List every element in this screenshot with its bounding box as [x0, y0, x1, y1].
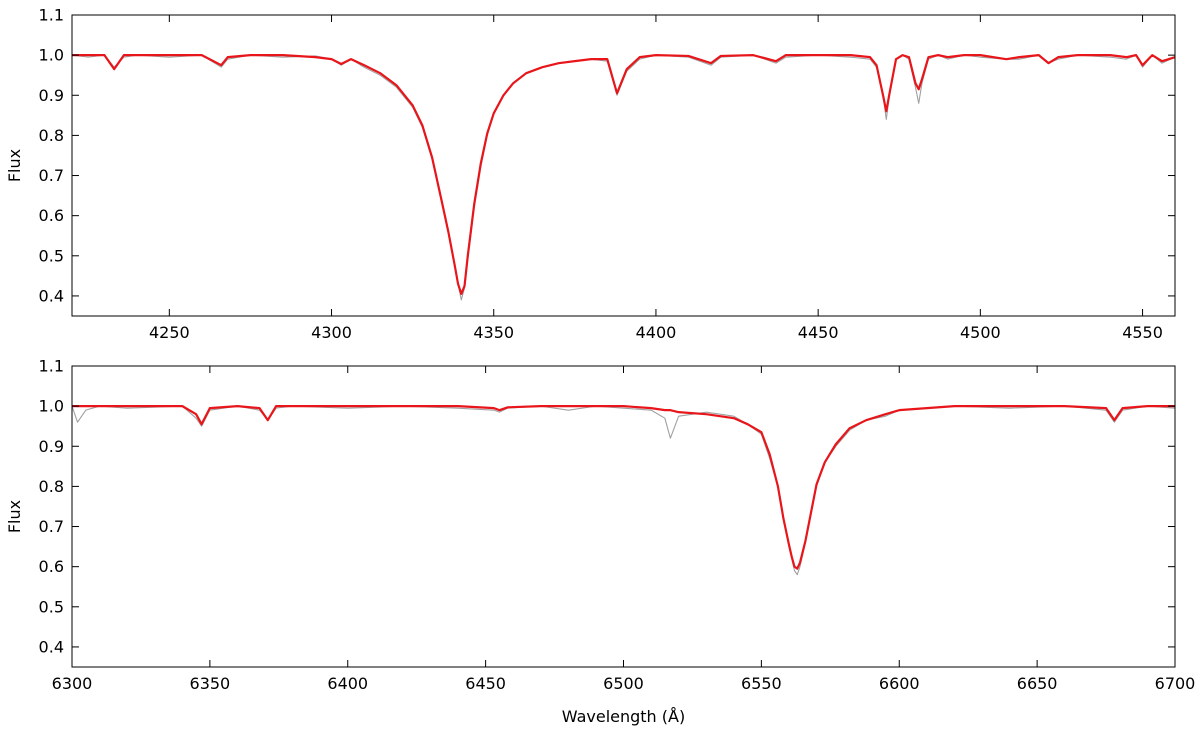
plot-frame: [71, 14, 1176, 317]
x-tick-label: 4400: [636, 323, 677, 342]
x-tick-label: 6400: [327, 674, 368, 693]
x-tick-label: 6350: [190, 674, 231, 693]
y-tick-label: 0.8: [39, 126, 64, 145]
series-line-observed-0: [71, 54, 1176, 301]
x-tick-label: 4500: [960, 323, 1001, 342]
series-line-model-0: [72, 54, 1176, 296]
x-tick-label: 4300: [311, 323, 352, 342]
plot-frame: [71, 365, 1176, 668]
top-panel: 4250 4300 4350 4400 4450 4500 4550 0.4 0.5 0.6 0.7…: [5, 6, 1176, 342]
series-line-model-1: [72, 405, 1175, 570]
x-tick-label: 6450: [465, 674, 506, 693]
y-tick-label: 0.8: [39, 477, 64, 496]
x-tick-label: 6500: [603, 674, 644, 693]
y-tick-label: 1.1: [39, 357, 64, 376]
y-tick-label: 1.0: [39, 46, 64, 65]
y-tick-label: 0.9: [39, 86, 64, 105]
bottom-panel: 6300 6350 6400 6450 6500 6550 6600 6650 6700 0.4 0…: [5, 357, 1195, 727]
y-tick-label: 0.4: [39, 637, 64, 656]
x-tick-label: 6600: [879, 674, 920, 693]
y-tick-label: 0.6: [39, 557, 64, 576]
y-tick-label: 1.1: [39, 6, 64, 25]
y-tick-label: 1.0: [39, 397, 64, 416]
y-tick-label: 0.4: [39, 286, 64, 305]
y-tick-label: 0.7: [39, 517, 64, 536]
x-tick-label: 6300: [52, 674, 93, 693]
y-tick-label: 0.9: [39, 437, 64, 456]
x-axis-label: Wavelength (Å): [562, 707, 685, 726]
x-tick-label: 4350: [473, 323, 514, 342]
x-tick-label: 4250: [149, 323, 190, 342]
series-line-observed-1: [71, 405, 1176, 576]
y-axis-label: Flux: [5, 149, 24, 182]
y-tick-label: 0.6: [39, 206, 64, 225]
x-tick-label: 4550: [1122, 323, 1163, 342]
x-tick-label: 6700: [1155, 674, 1196, 693]
x-tick-label: 4450: [798, 323, 839, 342]
y-tick-label: 0.5: [39, 597, 64, 616]
y-tick-label: 0.5: [39, 246, 64, 265]
x-tick-label: 6650: [1017, 674, 1058, 693]
y-axis-label: Flux: [5, 500, 24, 533]
y-tick-label: 0.7: [39, 166, 64, 185]
x-tick-label: 6550: [741, 674, 782, 693]
